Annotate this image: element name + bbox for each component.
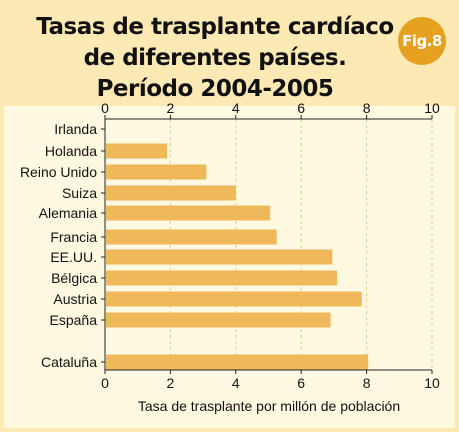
- category-label-8: Austria: [53, 291, 97, 307]
- category-label-7: Bélgica: [51, 270, 97, 286]
- category-label-0: Irlanda: [54, 121, 97, 137]
- x-axis-label: Tasa de trasplante por millón de poblaci…: [138, 398, 400, 414]
- chart-title: Tasas de trasplante cardíaco de diferent…: [30, 12, 400, 105]
- bar-3: [106, 185, 236, 201]
- bottom-tick-label-5: 10: [424, 375, 440, 391]
- top-tick-label-2: 4: [232, 100, 240, 116]
- category-label-1: Holanda: [45, 143, 97, 159]
- category-label-4: Alemania: [39, 205, 98, 221]
- top-tick-label-5: 10: [424, 100, 440, 116]
- bar-9: [106, 312, 331, 328]
- top-tick-label-1: 2: [167, 100, 175, 116]
- figure-badge: Fig.8: [398, 17, 446, 65]
- bar-10: [106, 354, 369, 370]
- bar-7: [106, 270, 338, 286]
- chart-panel: [4, 106, 455, 428]
- category-label-10: Cataluña: [41, 354, 97, 370]
- bottom-tick-label-2: 4: [232, 375, 240, 391]
- title-line-1: Tasas de trasplante cardíaco: [36, 14, 394, 40]
- top-tick-label-4: 8: [363, 100, 371, 116]
- bar-2: [106, 164, 207, 180]
- top-tick-label-0: 0: [101, 100, 109, 116]
- bottom-tick-label-4: 8: [363, 375, 371, 391]
- bar-1: [106, 143, 168, 159]
- bar-6: [106, 249, 333, 265]
- category-label-9: España: [50, 312, 98, 328]
- category-label-2: Reino Unido: [20, 164, 97, 180]
- top-tick-label-3: 6: [297, 100, 305, 116]
- category-label-3: Suiza: [62, 185, 97, 201]
- bar-4: [106, 205, 271, 221]
- bar-5: [106, 229, 277, 245]
- bar-8: [106, 291, 362, 307]
- category-label-6: EE.UU.: [50, 249, 97, 265]
- title-line-2: de diferentes países.: [83, 45, 347, 71]
- category-label-5: Francia: [50, 229, 97, 245]
- bottom-tick-label-3: 6: [297, 375, 305, 391]
- title-line-3: Período 2004-2005: [96, 76, 334, 102]
- bottom-tick-label-0: 0: [101, 375, 109, 391]
- bottom-tick-label-1: 2: [167, 375, 175, 391]
